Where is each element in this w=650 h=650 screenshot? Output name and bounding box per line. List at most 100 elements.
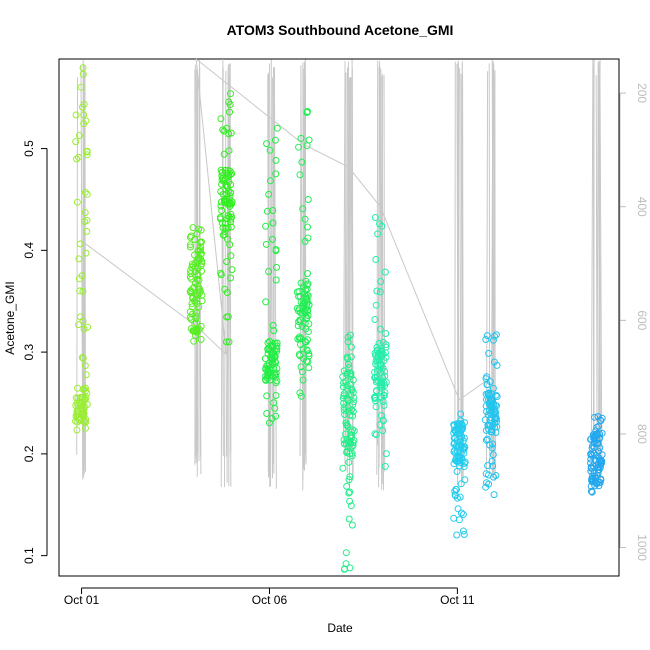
data-point [72,394,80,402]
data-point [223,124,231,132]
data-point [271,136,279,144]
data-point [75,275,83,283]
data-point [371,214,379,221]
data-point [346,370,354,378]
data-point [344,443,352,451]
data-point [262,298,270,306]
data-point [189,293,197,301]
data-point [301,215,309,223]
data-point [217,269,225,277]
profile-line [348,78,352,488]
data-point [450,422,458,429]
data-point [297,363,305,371]
data-point [381,368,389,375]
data-point [378,222,386,230]
data-point [298,368,306,376]
data-point [374,366,382,373]
data-point [486,392,494,400]
data-point [344,404,352,412]
data-point [348,406,356,414]
data-point [344,423,352,430]
data-point [272,156,280,164]
profile-line [346,61,349,473]
data-point [456,493,464,501]
profile-line [223,70,227,488]
data-point [80,100,88,108]
data-point [226,192,234,200]
data-point [296,316,304,324]
data-point [186,313,194,321]
data-point [460,434,468,442]
data-point [295,293,303,300]
data-point [340,436,348,444]
data-point [297,392,305,400]
data-point [272,369,280,377]
data-point [187,232,195,240]
data-point [217,115,225,123]
data-point [219,126,227,134]
x-tick-label: Oct 01 [64,593,100,607]
data-point [457,509,465,517]
data-point [266,337,273,345]
data-point [226,241,234,249]
data-point [193,328,201,336]
data-point [192,295,200,303]
data-point [378,383,386,391]
data-point [491,419,499,427]
data-point [459,527,467,535]
data-point [227,223,235,231]
data-point [485,471,492,479]
data-point [73,198,81,206]
data-point [263,392,271,400]
data-point [483,396,490,404]
data-point [216,213,224,221]
data-point [587,463,595,471]
data-point [450,514,458,522]
data-point [272,412,280,420]
data-point [273,263,280,271]
data-point [453,531,461,539]
data-point [270,327,278,335]
data-point [381,462,389,470]
data-point [218,176,226,184]
data-point [195,289,203,297]
data-point [271,352,279,360]
data-point [297,134,305,142]
data-point [84,323,91,331]
data-point [596,434,604,442]
plot-layer: 0.1 0.2 0.3 0.4 0.5 Oct 01 Oct 06 Oct 11 200 400 6… [22,58,649,607]
data-point [80,385,88,393]
data-point [461,476,469,484]
data-point [347,343,355,351]
data-point [457,480,465,488]
profile-line [351,67,354,481]
data-point [269,321,277,329]
data-point [456,429,464,437]
data-point [79,287,87,295]
data-point [186,233,194,241]
data-point [451,487,459,495]
data-point [342,419,350,427]
data-point [196,239,204,247]
data-point [225,147,233,155]
data-point [460,463,468,471]
data-point [342,549,350,557]
data-point [453,443,461,451]
data-point [197,335,205,343]
data-point [266,146,274,154]
data-point [273,365,281,372]
data-point [225,196,233,203]
data-point [454,505,462,513]
data-point [341,565,349,573]
data-point [225,171,232,179]
data-point [198,238,205,246]
data-point [217,166,225,174]
data-point [374,352,382,360]
data-point [263,374,271,382]
y-tick-label: 0.2 [22,445,36,462]
data-point [74,402,82,409]
data-point [273,339,281,347]
y-tick-label: 0.4 [22,242,36,259]
data-point [193,275,201,283]
y-tick-label: 0.5 [22,140,36,157]
